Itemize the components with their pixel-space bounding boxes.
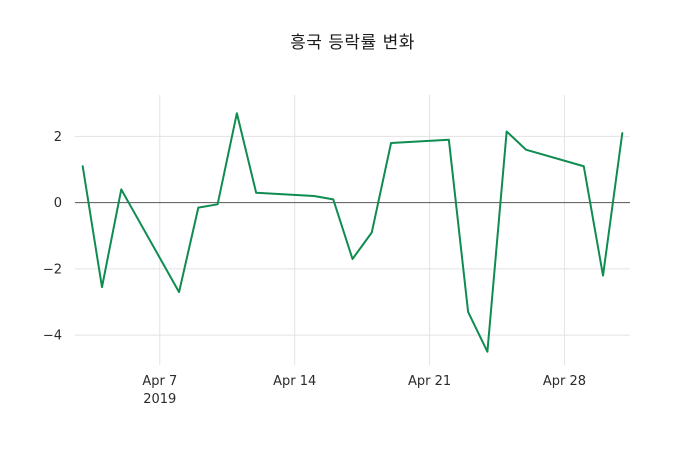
y-tick-label: 0 [54, 196, 62, 211]
chart-title: 흥국 등락률 변화 [290, 33, 415, 53]
y-tick-label: 2 [54, 130, 62, 145]
y-tick-label: −4 [43, 329, 62, 344]
x-tick-label: Apr 7 [142, 374, 177, 389]
x-tick-sublabel: 2019 [143, 392, 176, 407]
x-tick-label: Apr 14 [273, 374, 316, 389]
x-tick-label: Apr 21 [408, 374, 451, 389]
series-line [81, 112, 624, 353]
y-tick-label: −2 [43, 262, 62, 277]
x-tick-label: Apr 28 [543, 374, 586, 389]
